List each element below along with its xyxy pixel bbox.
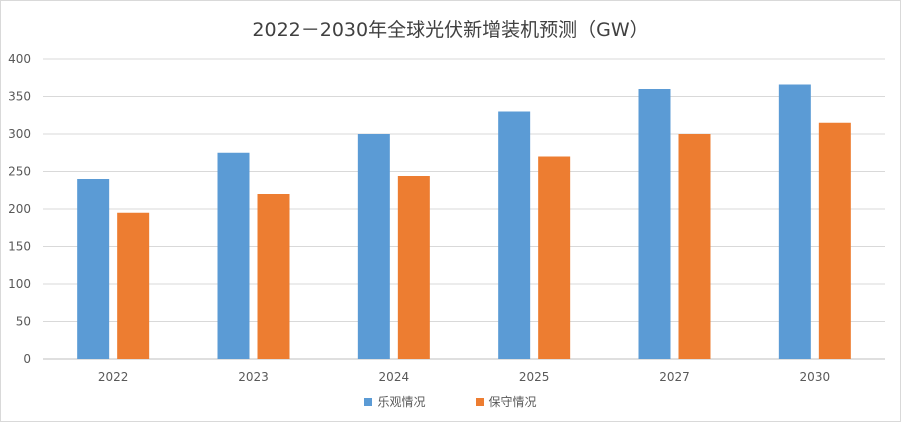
y-tick-label: 250	[8, 165, 31, 179]
bar-series-2-2022	[117, 212, 150, 359]
y-tick-label: 0	[23, 352, 31, 366]
bar-series-1-2023	[217, 152, 250, 359]
x-tick-label: 2022	[98, 370, 129, 384]
bar-series-1-2022	[77, 179, 110, 359]
y-tick-label: 400	[8, 52, 31, 66]
x-tick-label: 2023	[238, 370, 269, 384]
bar-series-1-2024	[357, 134, 390, 359]
x-tick-label: 2027	[659, 370, 690, 384]
legend-label-series-1: 乐观情况	[377, 395, 426, 409]
y-tick-label: 200	[8, 202, 31, 216]
bar-series-2-2027	[678, 134, 711, 359]
bar-series-2-2023	[257, 194, 290, 359]
legend-swatch-series-1	[364, 397, 373, 406]
chart-title: 2022－2030年全球光伏新增装机预测（GW）	[252, 19, 649, 41]
bar-series-2-2030	[818, 122, 851, 359]
bar-series-1-2027	[638, 89, 671, 359]
x-axis: 2022 2023 2024 2025 2027 2030	[98, 370, 830, 384]
x-tick-label: 2030	[800, 370, 831, 384]
x-tick-label: 2024	[379, 370, 410, 384]
y-tick-label: 300	[8, 127, 31, 141]
legend-swatch-series-2	[475, 397, 484, 406]
legend-item-series-1[interactable]: 乐观情况	[364, 393, 426, 410]
y-axis: 0 50 100 150 200 250 300 350 400	[8, 52, 31, 366]
bar-series-2-2024	[397, 176, 430, 359]
legend: 乐观情况 保守情况	[1, 393, 900, 410]
legend-item-series-2[interactable]: 保守情况	[475, 393, 537, 410]
y-tick-label: 50	[16, 315, 31, 329]
x-tick-label: 2025	[519, 370, 550, 384]
bar-series-1-2030	[778, 84, 811, 359]
bars	[77, 84, 851, 359]
legend-label-series-2: 保守情况	[488, 395, 537, 409]
gridlines	[43, 58, 885, 360]
y-tick-label: 100	[8, 277, 31, 291]
bar-series-2-2025	[538, 156, 571, 359]
y-tick-label: 150	[8, 240, 31, 254]
y-tick-label: 350	[8, 90, 31, 104]
bar-series-1-2025	[498, 111, 531, 359]
